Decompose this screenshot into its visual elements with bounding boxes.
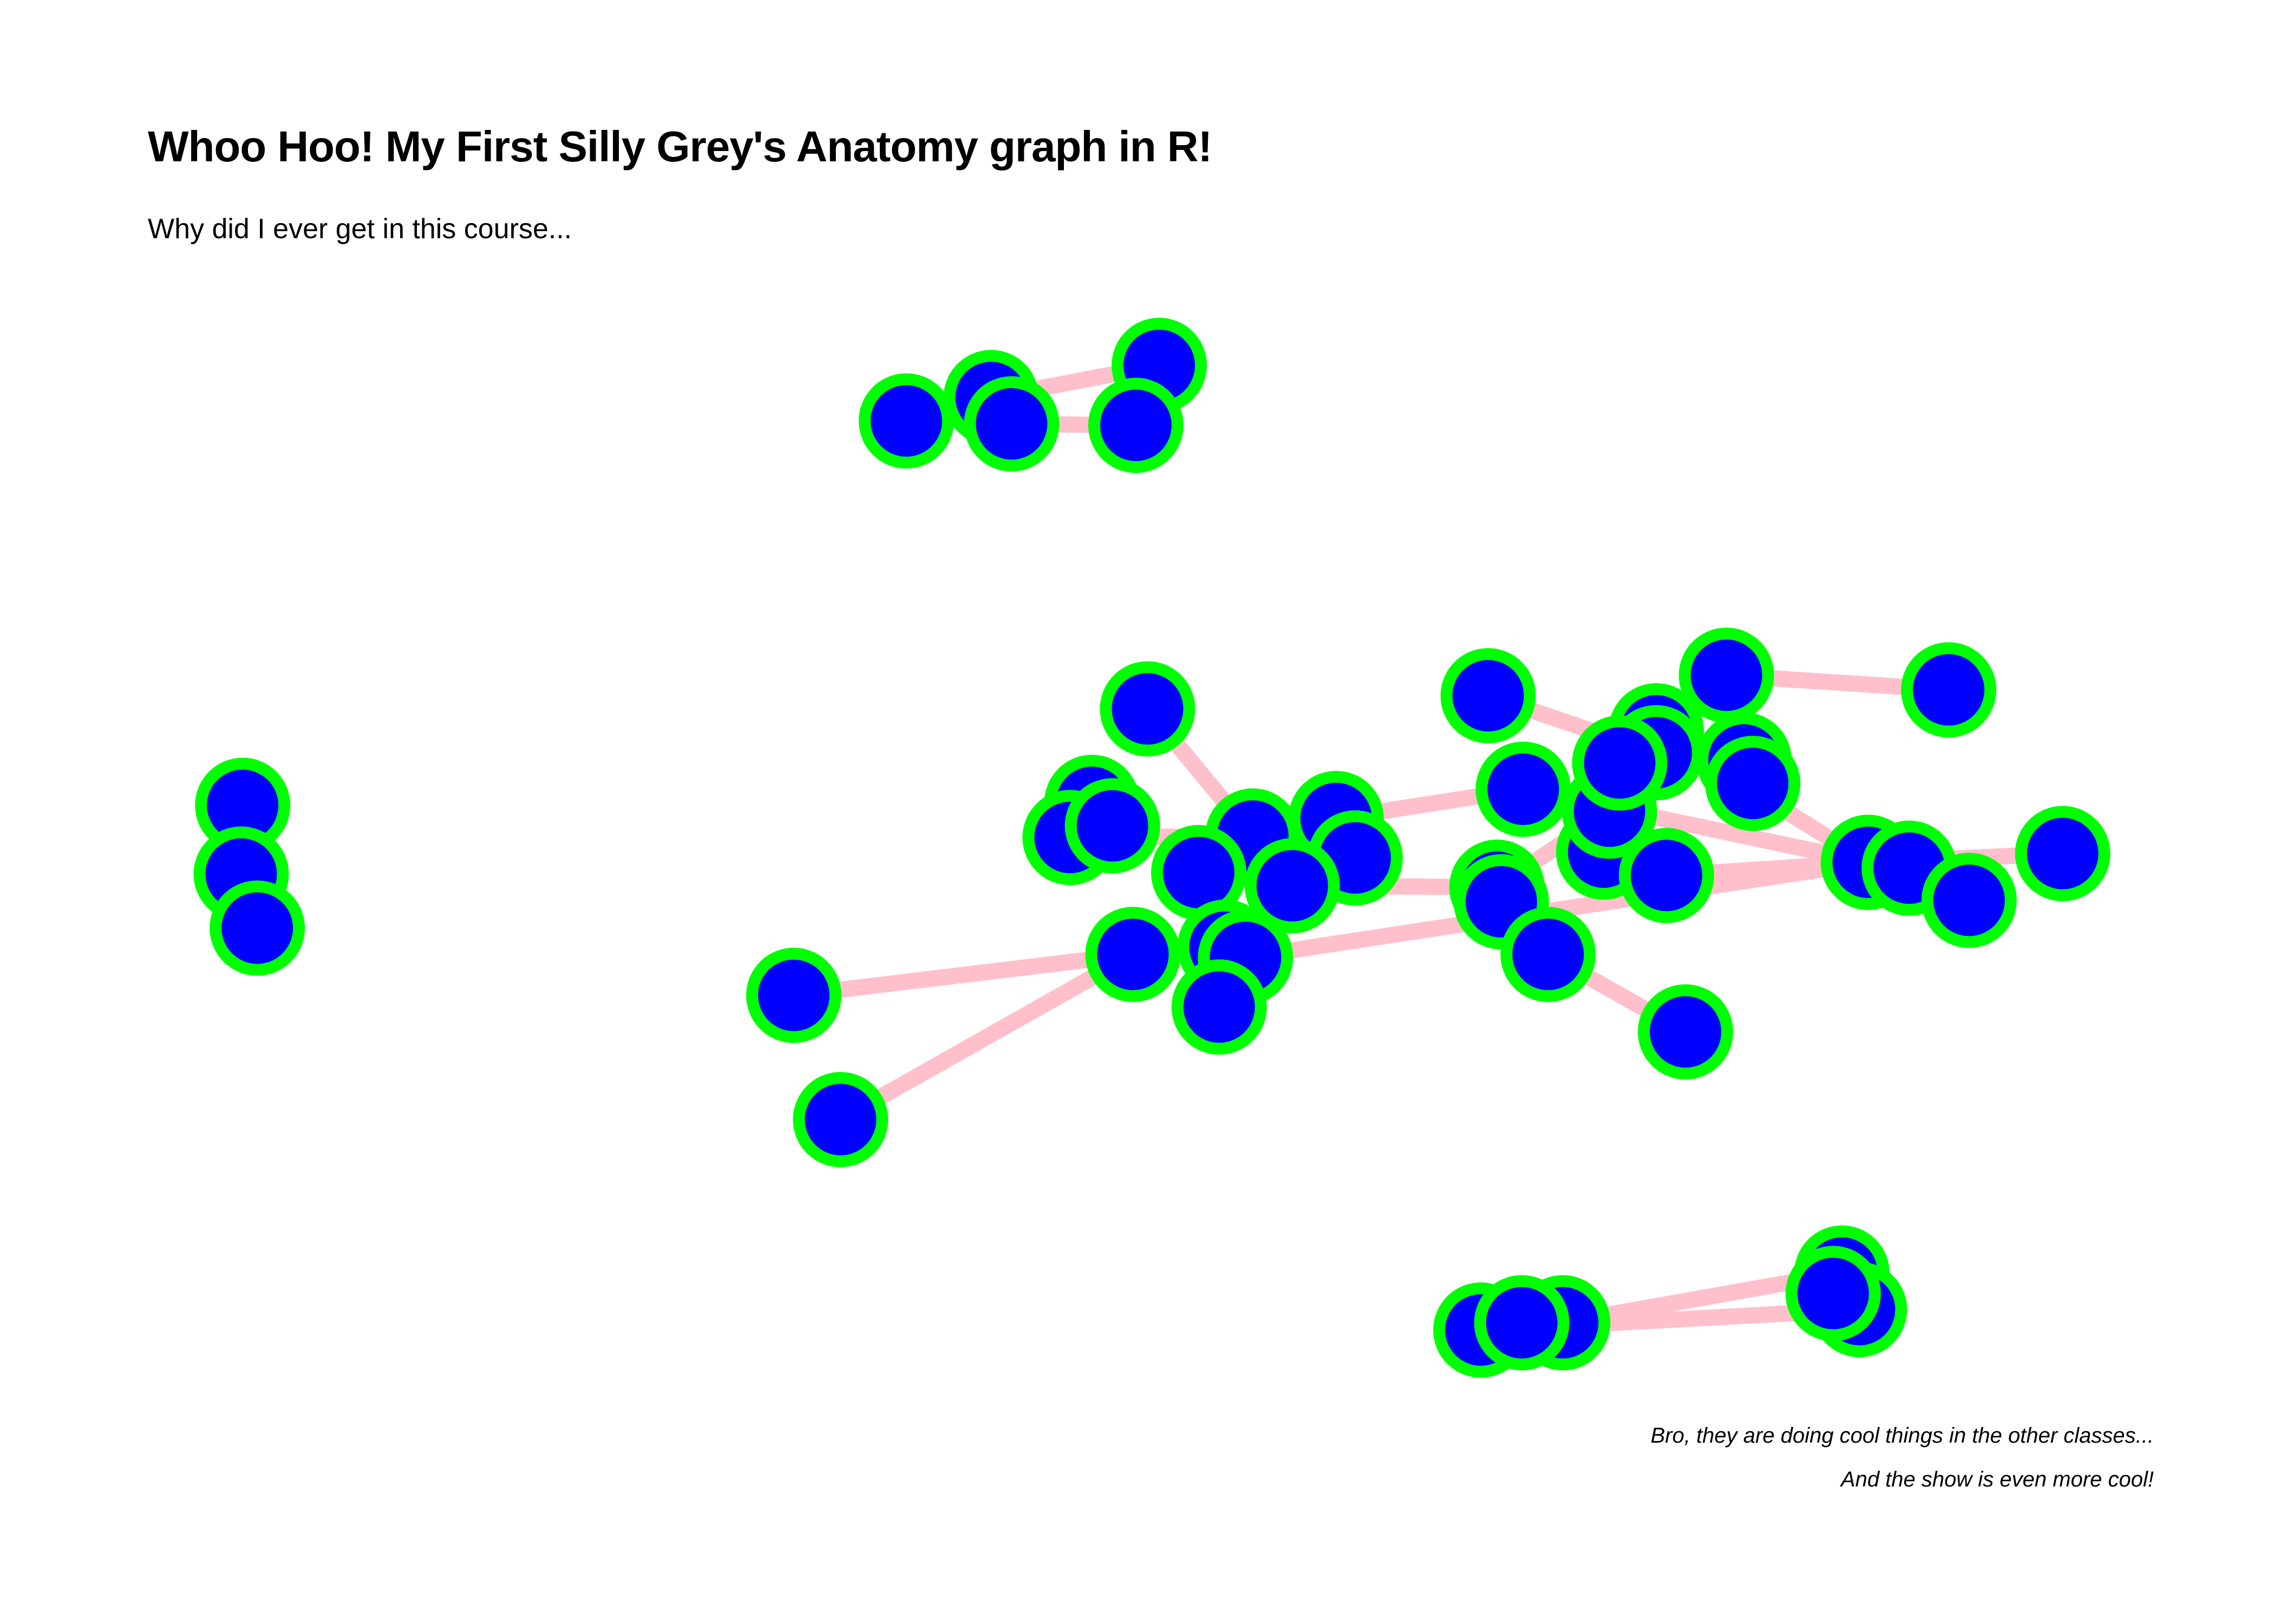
network-node	[1638, 984, 1734, 1080]
network-node	[1244, 838, 1340, 934]
network-node	[2015, 806, 2110, 901]
network-node	[1619, 828, 1714, 924]
network-node	[1100, 661, 1195, 757]
plot-subtitle: Why did I ever get in this course...	[148, 213, 572, 245]
network-node	[1705, 736, 1801, 831]
network-node	[964, 376, 1060, 472]
network-edge	[837, 947, 1137, 1127]
plot-title: Whoo Hoo! My First Silly Grey's Anatomy …	[148, 122, 1212, 171]
network-node	[1064, 778, 1160, 874]
network-node	[1678, 627, 1774, 723]
network-node	[1475, 742, 1571, 837]
network-node	[1440, 648, 1536, 744]
network-node	[1500, 907, 1596, 1003]
network-node	[1088, 377, 1184, 473]
network-node	[746, 947, 842, 1043]
network-node	[1572, 715, 1668, 811]
node-layer	[193, 318, 2110, 1378]
network-node	[1171, 959, 1267, 1055]
caption-line-2: And the show is even more cool!	[1840, 1468, 2154, 1491]
network-node	[1901, 642, 1997, 738]
network-node	[859, 373, 954, 469]
network-node	[793, 1072, 888, 1168]
network-node	[1785, 1246, 1881, 1341]
network-node	[1085, 907, 1181, 1003]
network-node	[210, 880, 305, 976]
caption-line-1: Bro, they are doing cool things in the o…	[1650, 1424, 2154, 1448]
network-edge	[793, 946, 1134, 1004]
network-node	[1474, 1275, 1570, 1371]
network-node	[1921, 853, 2017, 948]
